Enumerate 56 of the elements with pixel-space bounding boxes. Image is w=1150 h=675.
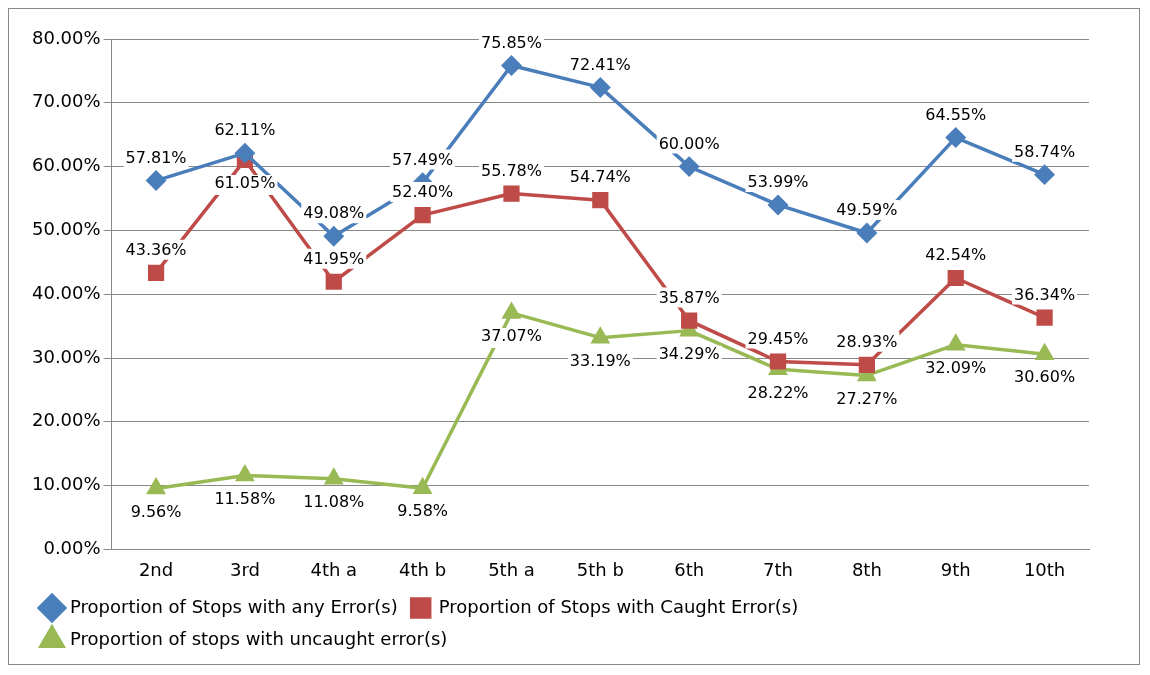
data-label: 49.08% [303,203,365,223]
y-tick-label: 50.00% [31,218,101,240]
x-tick-label: 9th [940,558,971,580]
data-label: 64.55% [925,104,987,124]
x-tick-label: 2nd [138,558,174,580]
data-label: 43.36% [125,239,187,259]
x-tick-label: 4th b [399,558,447,580]
data-label: 55.78% [480,160,542,180]
x-tick-label: 7th [763,558,793,580]
data-label: 29.45% [747,328,809,348]
y-tick-label: 60.00% [31,154,101,176]
data-label: 9.58% [397,501,449,521]
data-label: 30.60% [1014,367,1076,387]
data-label: 57.49% [392,149,454,169]
data-label: 60.00% [658,133,720,153]
legend-label: Proportion of stops with uncaught error(s) [70,627,448,649]
y-tick-label: 80.00% [31,26,101,48]
x-tick-label: 5th a [488,558,535,580]
data-label: 42.54% [925,245,987,265]
x-tick-label: 6th [674,558,705,580]
data-label: 33.19% [569,350,631,370]
x-tick-label: 5th b [576,558,624,580]
data-label: 27.27% [836,388,898,408]
data-label: 9.56% [130,501,182,521]
data-label: 61.05% [214,173,276,193]
x-tick-label: 8th [851,558,882,580]
data-label: 49.59% [836,200,898,220]
data-label: 57.81% [125,147,187,167]
legend-label: Proportion of Stops with any Error(s) [70,595,398,617]
data-label: 54.74% [569,167,631,187]
y-tick-label: 20.00% [31,409,101,431]
data-label: 41.95% [303,248,365,268]
data-label: 52.40% [392,182,454,202]
data-label: 58.74% [1014,141,1076,161]
data-label: 35.87% [658,287,720,307]
y-tick-label: 70.00% [31,90,101,112]
data-label: 72.41% [569,54,631,74]
y-tick-label: 10.00% [31,473,101,495]
y-tick-label: 40.00% [31,281,101,303]
x-tick-label: 4th a [310,558,358,580]
data-label: 28.93% [836,331,898,351]
x-tick-label: 3rd [229,558,260,580]
data-label: 37.07% [480,326,542,346]
data-label: 34.29% [658,343,720,363]
y-tick-label: 30.00% [31,345,101,367]
data-label: 11.08% [303,491,365,511]
data-label: 62.11% [214,120,276,140]
data-label: 11.58% [214,488,276,508]
y-tick-label: 0.00% [43,537,101,559]
data-label: 75.85% [480,32,542,52]
data-label: 32.09% [925,357,987,377]
data-label: 36.34% [1014,284,1076,304]
x-tick-label: 10th [1023,558,1066,580]
data-label: 53.99% [747,172,809,192]
legend-label: Proportion of Stops with Caught Error(s) [438,595,799,617]
data-label: 28.22% [747,382,809,402]
